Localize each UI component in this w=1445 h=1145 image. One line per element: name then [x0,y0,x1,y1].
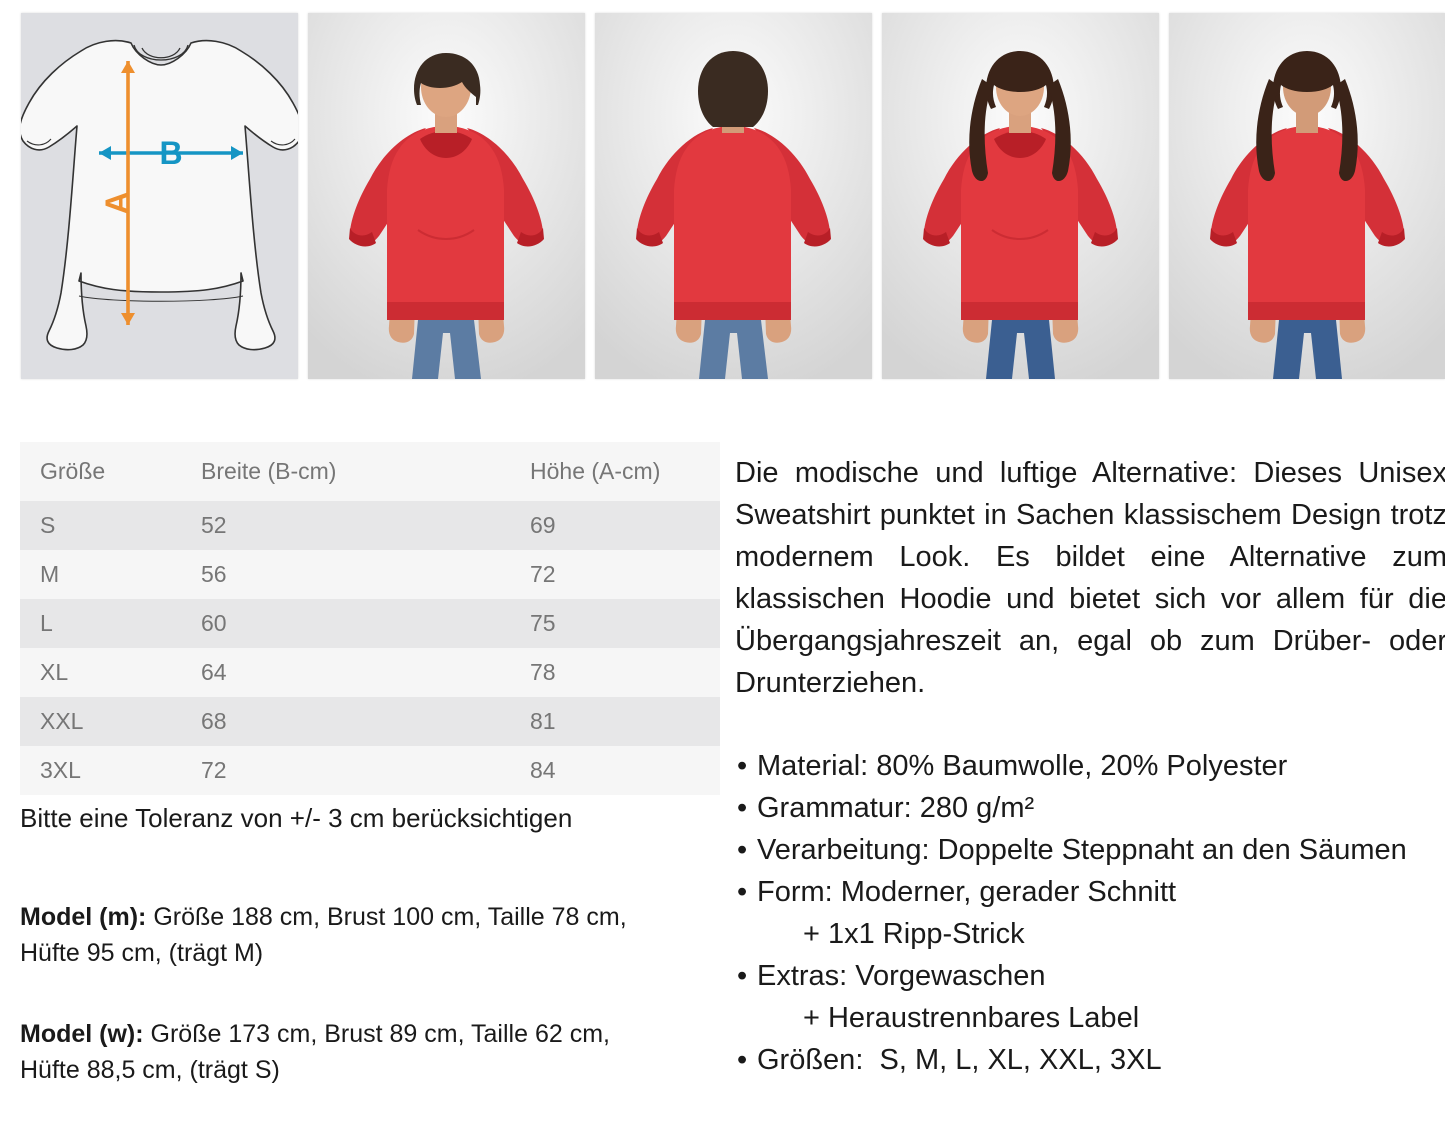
svg-text:A: A [99,191,135,214]
svg-text:B: B [159,135,182,171]
